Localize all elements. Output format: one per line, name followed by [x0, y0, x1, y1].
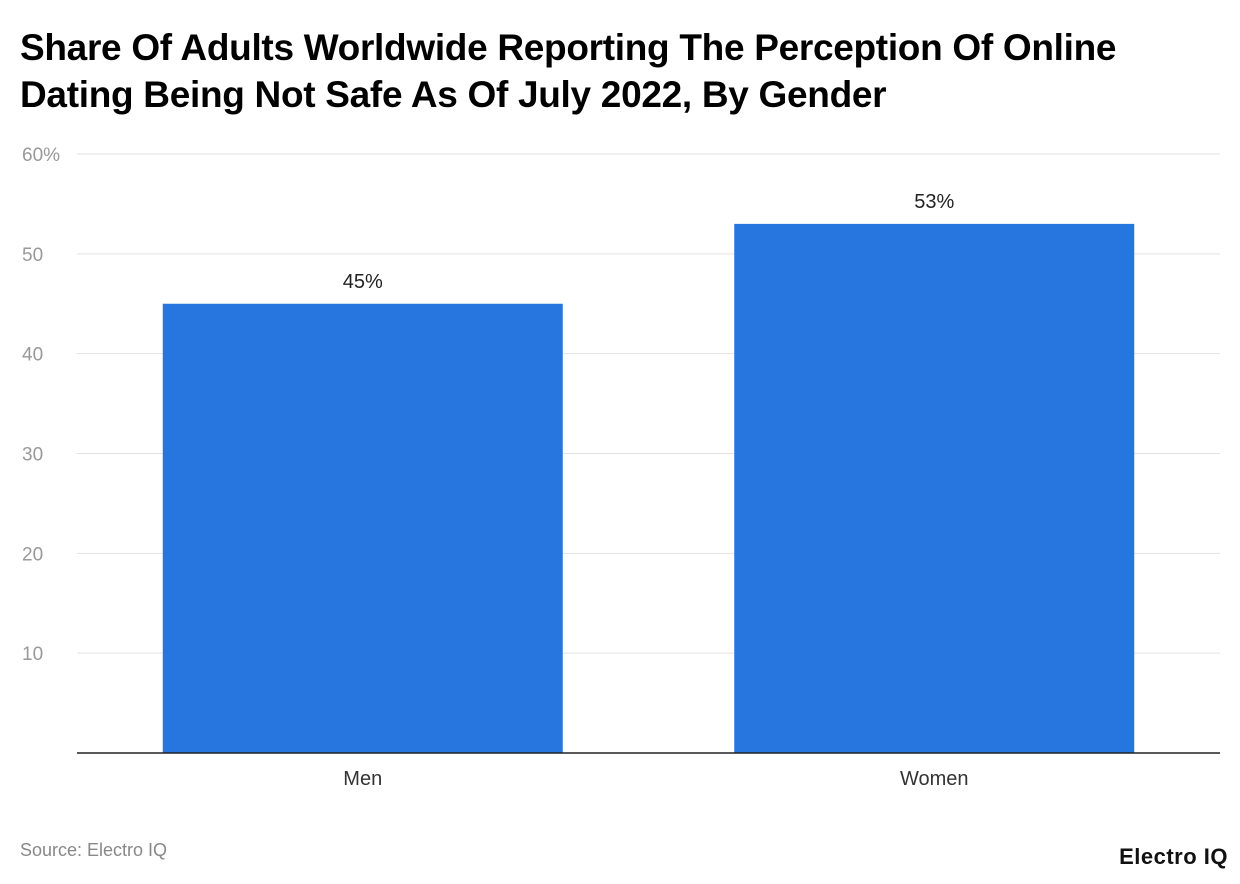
data-label: 53% [914, 191, 954, 213]
y-tick-label: 30 [22, 445, 43, 466]
y-tick-label: 20 [22, 544, 43, 565]
data-label: 45% [343, 271, 383, 293]
bar-men [162, 303, 563, 753]
chart-title: Share Of Adults Worldwide Reporting The … [20, 27, 1117, 115]
y-tick-label: 10 [22, 644, 43, 665]
x-tick-label: Women [900, 768, 969, 790]
y-tick-label: 40 [22, 345, 43, 366]
bar-women [734, 223, 1135, 754]
electro-iq-logo: Electro IQ [1119, 844, 1228, 869]
y-tick-label: 60% [22, 145, 60, 166]
source-note: Source: Electro IQ [20, 840, 168, 860]
y-tick-label: 50 [22, 245, 43, 266]
x-tick-label: Men [343, 768, 382, 790]
